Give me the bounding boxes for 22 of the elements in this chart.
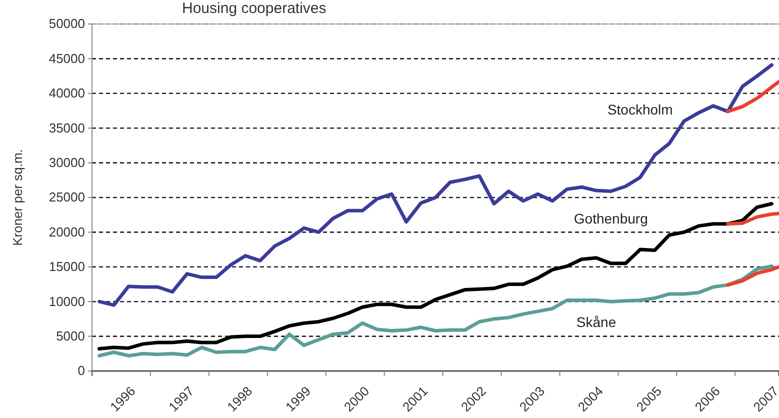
y-tick-label: 40000: [48, 86, 85, 101]
y-tick-label: 25000: [48, 190, 85, 205]
y-tick-label: 45000: [48, 50, 85, 66]
y-tick-label: 15000: [48, 259, 85, 274]
line-series: [726, 80, 779, 114]
line-series: [726, 212, 779, 226]
line-series: [98, 264, 774, 358]
series-label: Stockholm: [607, 101, 673, 118]
y-tick-label: 50000: [48, 16, 85, 32]
y-tick-label: 35000: [48, 120, 85, 136]
y-tick-label: 0: [78, 363, 85, 378]
y-tick-label: 5000: [56, 328, 85, 344]
line-series: [98, 202, 774, 351]
y-axis-title: Kroner per sq.m.: [10, 149, 25, 246]
y-tick-label: 20000: [48, 224, 85, 240]
y-tick-label: 10000: [48, 294, 85, 309]
line-series: [726, 265, 779, 287]
series-label: Gothenburg: [574, 210, 648, 226]
y-tick-label: 30000: [48, 154, 85, 170]
chart-title: Housing cooperatives: [182, 0, 326, 17]
line-series: [98, 63, 774, 307]
series-label: Skåne: [576, 314, 616, 330]
